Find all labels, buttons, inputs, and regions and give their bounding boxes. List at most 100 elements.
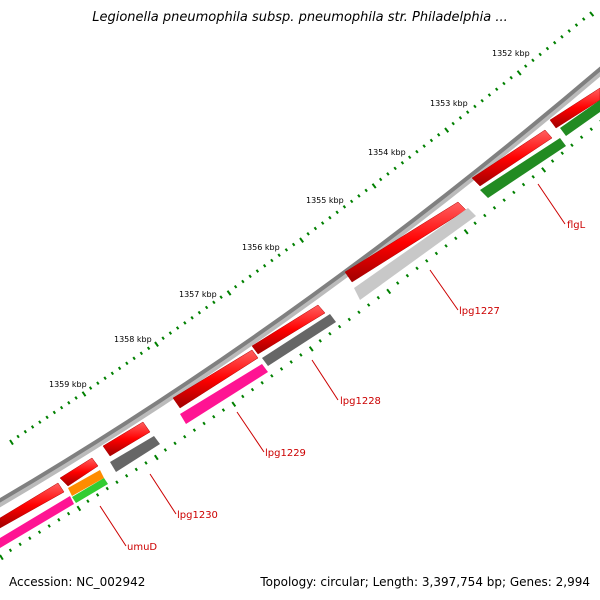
scale-tick <box>560 35 564 39</box>
scale-tick <box>124 474 129 478</box>
scale-tick <box>28 536 32 541</box>
scale-tick <box>581 17 586 21</box>
scale-tick <box>589 127 594 131</box>
scale-tick <box>364 188 368 193</box>
scale-tick <box>173 441 177 446</box>
gene-label-lpg1229[interactable]: lpg1229 <box>265 448 306 459</box>
scale-tick <box>212 300 216 305</box>
scale-tick <box>289 360 293 364</box>
scale-tick <box>175 326 180 330</box>
scale-tick <box>552 40 557 45</box>
scale-tick <box>570 143 574 147</box>
scale-tick <box>197 310 202 315</box>
scale-tick <box>202 421 206 426</box>
leader-lines <box>99 183 566 547</box>
scale-tick <box>550 159 555 163</box>
gene-label-lpg1230[interactable]: lpg1230 <box>177 510 218 521</box>
gene-block-lpg1227[interactable] <box>354 208 476 300</box>
scale-tick <box>386 172 390 176</box>
scale-tick <box>523 64 528 68</box>
scale-tick <box>231 401 237 408</box>
scale-tick <box>480 98 484 103</box>
scale-tick <box>103 376 107 381</box>
cds-block[interactable] <box>471 129 553 187</box>
scale-tick <box>45 415 49 420</box>
gene-block-lpg1230[interactable] <box>110 436 160 472</box>
cds-block[interactable] <box>172 349 259 409</box>
scale-tick <box>88 386 93 390</box>
scale-tick <box>105 486 109 491</box>
gene-block-umuD[interactable] <box>0 496 74 548</box>
cds-block[interactable] <box>59 457 99 487</box>
scale-tick <box>241 279 245 284</box>
scale-tick <box>132 356 136 361</box>
scale-label-1354: 1354 kbp <box>368 148 406 157</box>
cds-block[interactable] <box>549 87 600 129</box>
scale-tick <box>516 70 522 76</box>
scale-tick <box>415 266 419 271</box>
scale-label-1357: 1357 kbp <box>179 290 217 299</box>
scale-tick <box>76 505 82 512</box>
scale-tick <box>299 353 303 357</box>
scale-tick <box>139 351 144 356</box>
scale-tick <box>337 324 342 329</box>
scale-label-1359: 1359 kbp <box>49 380 87 389</box>
scale-tick <box>415 149 419 154</box>
cds-block[interactable] <box>344 201 467 283</box>
gene-label-lpg1227[interactable]: lpg1227 <box>459 306 500 317</box>
scale-label-1356: 1356 kbp <box>242 243 280 252</box>
scale-tick <box>255 269 260 273</box>
scale-tick <box>168 331 173 335</box>
scale-tick <box>226 290 232 296</box>
gene-label-flgL[interactable]: flgL <box>567 220 586 231</box>
scale-tick <box>8 548 13 553</box>
scale-tick <box>204 305 209 310</box>
scale-tick <box>502 198 506 202</box>
scale-tick <box>579 135 584 140</box>
cds-block[interactable] <box>102 421 151 457</box>
scale-tick <box>23 429 27 434</box>
scale-tick <box>81 391 87 397</box>
scale-tick <box>509 75 513 80</box>
scale-tick <box>18 542 22 547</box>
scale-tick <box>262 263 267 268</box>
scale-tick <box>233 284 238 289</box>
scale-tick <box>96 381 100 385</box>
scale-tick <box>386 288 392 295</box>
scale-label-1353: 1353 kbp <box>430 99 468 108</box>
gene-label-umuD[interactable]: umuD <box>127 542 157 553</box>
accession-text: Accession: NC_002942 <box>9 575 146 589</box>
scale-tick <box>190 315 194 320</box>
backbone-shadow <box>0 67 600 508</box>
scale-tick <box>454 236 458 241</box>
gene-block-flgL-b[interactable] <box>480 138 566 198</box>
scale-tick <box>154 454 159 461</box>
cds-block[interactable] <box>251 304 326 355</box>
scale-tick <box>451 121 455 126</box>
scale-tick <box>313 226 318 231</box>
scale-tick <box>74 396 78 400</box>
scale-tick <box>521 182 526 187</box>
gene-block-orange[interactable] <box>68 470 104 496</box>
scale-tick <box>30 425 35 429</box>
scale-tick <box>538 52 542 57</box>
gene-block-green-small[interactable] <box>72 478 108 503</box>
scale-tick <box>436 133 441 137</box>
scale-tick <box>146 346 151 351</box>
scale-tick <box>376 295 381 300</box>
scale-tick <box>492 206 497 210</box>
scale-tick <box>473 221 477 225</box>
scale-tick <box>0 554 4 561</box>
gene-block-lpg1229[interactable] <box>180 364 268 424</box>
scale-tick <box>183 321 187 325</box>
scale-tick <box>299 237 305 243</box>
scale-tick <box>502 81 506 86</box>
scale-tick <box>357 310 361 315</box>
gene-block-flgL-a[interactable] <box>560 100 600 136</box>
scale-tick <box>541 167 547 173</box>
gene-block-lpg1228[interactable] <box>262 314 336 366</box>
cds-block[interactable] <box>0 482 65 529</box>
gene-label-lpg1228[interactable]: lpg1228 <box>340 396 381 407</box>
scale-tick <box>66 511 71 516</box>
